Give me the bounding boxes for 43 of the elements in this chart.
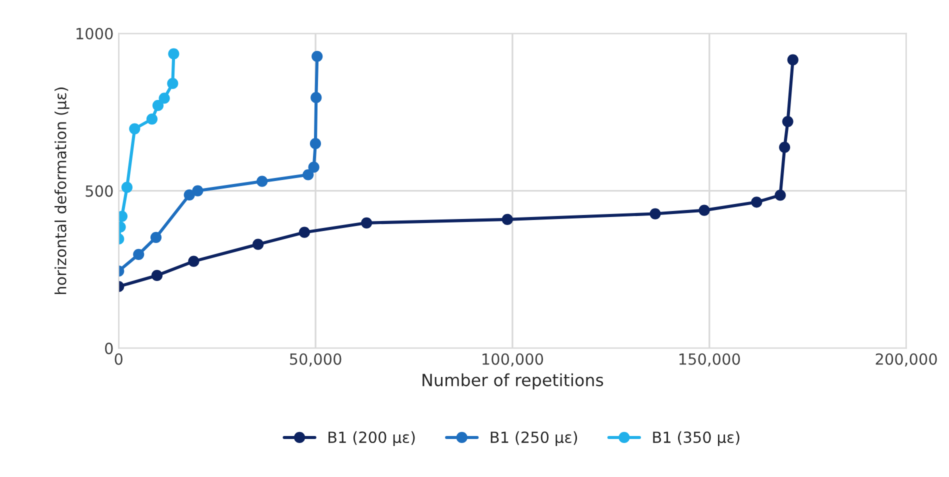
point [782, 116, 794, 128]
point [650, 208, 661, 220]
point [168, 48, 180, 60]
point [121, 182, 133, 193]
point [167, 78, 178, 89]
point [298, 226, 310, 238]
point [779, 142, 790, 153]
point [256, 176, 268, 187]
point [774, 190, 786, 201]
point [361, 217, 372, 228]
point [146, 113, 158, 125]
point [787, 54, 798, 66]
x-tick-label: 150,000 [679, 353, 740, 366]
y-tick-label: 0 [105, 342, 113, 354]
point [129, 123, 140, 134]
point [151, 270, 163, 282]
legend-label: B1 (200 με) [328, 431, 415, 446]
y-axis-title: horizontal deformation (με) [54, 88, 70, 294]
legend-label: B1 (350 με) [653, 431, 740, 446]
point [184, 189, 195, 200]
x-tick-label: 100,000 [482, 353, 544, 366]
point [150, 232, 162, 243]
point [302, 169, 314, 180]
x-tick-label: 200,000 [876, 353, 937, 366]
point [158, 92, 170, 104]
point [308, 162, 320, 173]
point [133, 248, 144, 260]
point [152, 100, 164, 112]
point [192, 185, 204, 196]
point [751, 196, 762, 208]
point [502, 214, 513, 226]
y-tick-label: 1000 [76, 28, 113, 40]
x-axis-title: Number of repetitions [422, 373, 604, 390]
point [310, 138, 322, 150]
point [252, 238, 264, 250]
point [188, 256, 200, 267]
point [312, 50, 323, 62]
legend-label: B1 (250 με) [490, 431, 578, 446]
x-tick-label: 50,000 [290, 353, 342, 366]
x-tick-label: 0 [114, 353, 122, 365]
point [310, 92, 322, 104]
point [698, 204, 710, 216]
y-tick-label: 500 [86, 185, 113, 197]
